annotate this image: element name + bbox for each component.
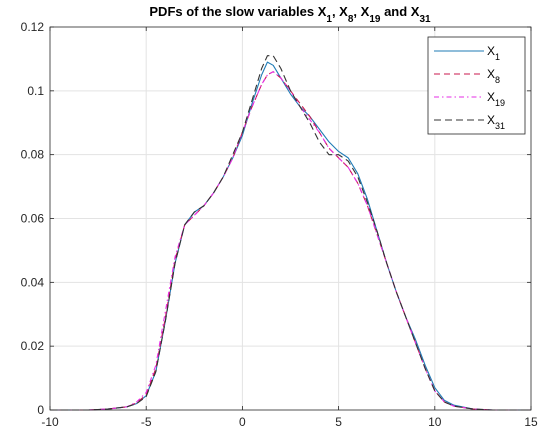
y-tick-label: 0: [37, 403, 44, 417]
x-tick-label: -5: [141, 415, 152, 429]
title-part: PDFs of the slow variables X: [149, 4, 326, 19]
title-part: 31: [419, 14, 431, 25]
legend-item-x8: X8: [434, 67, 500, 85]
series-lines: [50, 55, 531, 411]
series-line-x19: [50, 71, 531, 411]
legend-label: X31: [487, 113, 505, 131]
title-part: , X: [353, 4, 369, 19]
legend-item-x31: X31: [434, 113, 505, 131]
title-part: and X: [380, 4, 419, 19]
title-part: 8: [348, 14, 354, 25]
chart-title: PDFs of the slow variables X1, X8, X19 a…: [149, 4, 431, 25]
y-tick-label: 0.1: [27, 84, 44, 98]
y-tick-label: 0.06: [21, 212, 45, 226]
y-tick-label: 0.04: [21, 275, 45, 289]
y-tick-label: 0.08: [21, 148, 45, 162]
legend-box: [427, 36, 526, 135]
series-line-x31: [50, 55, 531, 411]
legend-label: X19: [487, 90, 505, 108]
legend-label: X1: [487, 44, 500, 62]
title-part: , X: [332, 4, 348, 19]
legend-item-x1: X1: [434, 44, 500, 62]
y-tick-label: 0.02: [21, 339, 45, 353]
x-tick-label: -10: [41, 415, 59, 429]
x-tick-label: 0: [239, 415, 246, 429]
x-tick-label: 15: [524, 415, 538, 429]
axes: -10 -5 0 5 10 15 0 0.02 0.04 0.06 0.08 0.1 0.12: [21, 20, 538, 429]
y-tick-label: 0.12: [21, 20, 45, 34]
x-tick-label: 5: [335, 415, 342, 429]
legend-item-x19: X19: [434, 90, 505, 108]
legend: X1 X8 X19 X31: [427, 36, 526, 135]
title-part: 19: [369, 14, 381, 25]
legend-label: X8: [487, 67, 500, 85]
title-part: 1: [326, 14, 332, 25]
x-tick-label: 10: [428, 415, 442, 429]
